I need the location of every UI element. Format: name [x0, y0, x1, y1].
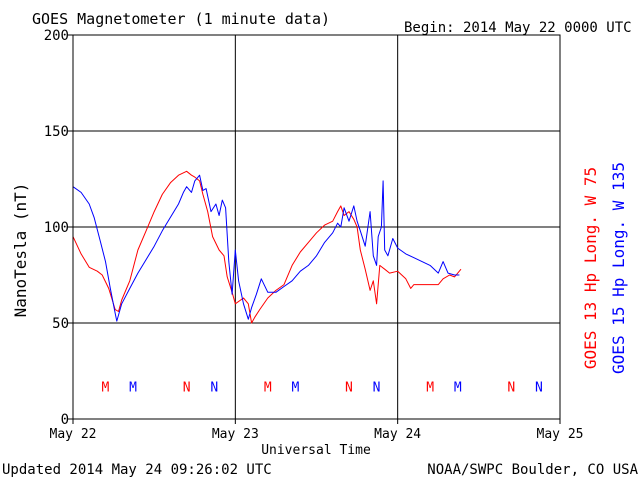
legend-goes13: GOES 13 Hp Long. W 75: [581, 167, 600, 369]
noon-marker: N: [210, 380, 218, 395]
y-tick-labels: 0 50 100 150 200: [44, 28, 73, 428]
x-tick-label: May 25: [537, 427, 584, 442]
y-tick-label: 200: [44, 28, 69, 44]
midnight-marker: M: [291, 380, 299, 395]
noon-marker: N: [507, 380, 515, 395]
series-goes15-line: [72, 174, 460, 322]
noon-marker: N: [345, 380, 353, 395]
midnight-marker: M: [129, 380, 137, 395]
x-tick-label: May 23: [212, 427, 259, 442]
y-tick-label: 50: [52, 316, 69, 332]
begin-label: Begin: 2014 May 22 0000 UTC: [404, 20, 632, 36]
noon-marker: N: [373, 380, 381, 395]
noon-marker: N: [183, 380, 191, 395]
x-tick-labels: May 22 May 23 May 24 May 25: [50, 419, 584, 442]
x-axis-label: Universal Time: [261, 443, 371, 458]
midnight-marker: M: [426, 380, 434, 395]
noon-marker: N: [535, 380, 543, 395]
y-tick-label: 0: [61, 412, 69, 428]
grid-layer: [73, 35, 560, 419]
y-tick-label: 150: [44, 124, 69, 140]
x-tick-label: May 24: [374, 427, 421, 442]
x-tick-label: May 22: [50, 427, 97, 442]
midnight-marker: M: [264, 380, 272, 395]
midnight-marker: M: [102, 380, 110, 395]
y-tick-label: 100: [44, 220, 69, 236]
credit-text: NOAA/SWPC Boulder, CO USA: [427, 462, 638, 478]
updated-timestamp: Updated 2014 May 24 09:26:02 UTC: [2, 462, 272, 478]
series-layer: [72, 170, 462, 324]
y-axis-label: NanoTesla (nT): [11, 183, 30, 318]
chart-title: GOES Magnetometer (1 minute data): [32, 10, 330, 28]
series-goes13-line: [72, 170, 462, 324]
legend-goes15: GOES 15 Hp Long. W 135: [609, 162, 628, 374]
midnight-marker: M: [454, 380, 462, 395]
